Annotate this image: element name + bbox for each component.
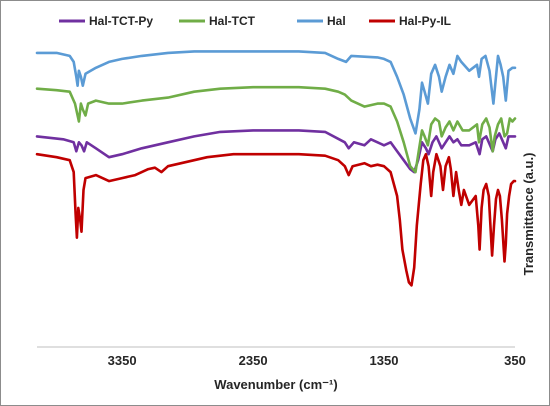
x-tick-label-0: 3350 [108,353,137,368]
x-tick-labels: 3350 2350 1350 350 [108,353,526,368]
legend-label-1: Hal-TCT [209,14,256,28]
plot-series [35,50,517,287]
x-axis-label: Wavenumber (cm⁻¹) [214,377,337,392]
legend-label-2: Hal [327,14,346,28]
y-axis-label: Transmittance (a.u.) [521,153,536,276]
series-line-1 [35,85,517,174]
series-line-3 [35,152,517,287]
x-tick-label-1: 2350 [239,353,268,368]
legend: Hal-TCT-Py Hal-TCT Hal Hal-Py-IL [59,14,451,28]
legend-label-3: Hal-Py-IL [399,14,451,28]
x-tick-label-2: 1350 [370,353,399,368]
series-line-0 [35,129,517,174]
x-tick-label-3: 350 [504,353,526,368]
series-line-2 [35,50,517,135]
legend-label-0: Hal-TCT-Py [89,14,153,28]
